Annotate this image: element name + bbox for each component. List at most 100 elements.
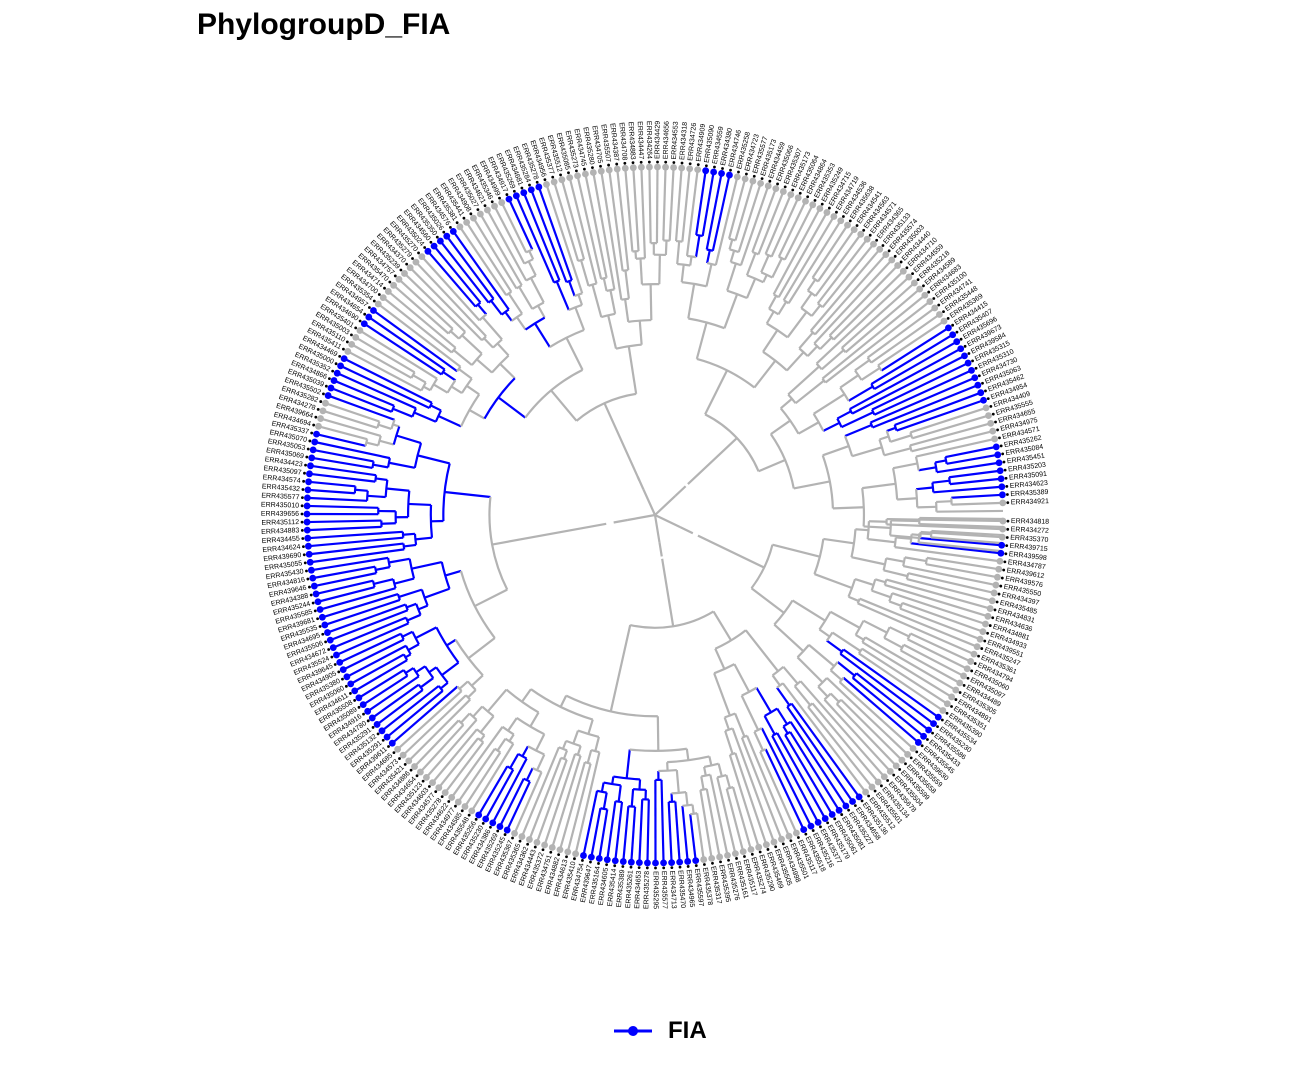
tip-branch — [574, 751, 601, 855]
tip-branch — [764, 748, 805, 831]
tip-point — [355, 694, 363, 702]
tip-marker — [798, 191, 802, 195]
clade-arc — [402, 653, 409, 661]
tip-point — [755, 843, 763, 851]
tip-branch — [849, 347, 962, 411]
tip-point — [772, 185, 780, 193]
root-branch — [679, 526, 694, 535]
tip-branch — [857, 602, 975, 656]
tip-branch — [873, 340, 958, 391]
tip-branch — [777, 200, 807, 258]
internal-branch — [404, 667, 414, 674]
clade-arc — [549, 328, 585, 349]
tip-branch — [640, 167, 647, 259]
tip-marker — [337, 670, 341, 674]
tip-marker — [306, 447, 310, 451]
tip-marker — [991, 412, 995, 416]
clade-arc — [515, 284, 523, 290]
internal-branch — [661, 558, 675, 627]
tip-point — [998, 533, 1006, 541]
tip-point — [489, 819, 497, 827]
clade-arc — [523, 777, 531, 783]
tip-branch — [316, 433, 366, 447]
tip-point — [511, 829, 518, 837]
tip-point — [807, 822, 815, 830]
clade-arc — [861, 487, 866, 527]
tip-branch — [709, 774, 729, 856]
tip-branch — [685, 169, 699, 257]
tip-marker — [354, 326, 358, 330]
internal-branch — [461, 334, 483, 355]
tip-branch — [342, 638, 405, 671]
tip-point — [986, 605, 994, 612]
tip-branch — [314, 572, 377, 588]
tip-marker — [680, 161, 684, 165]
tip-marker — [304, 463, 307, 467]
tip-point — [764, 182, 772, 190]
tip-marker — [331, 369, 335, 373]
tip-branch — [886, 523, 1003, 531]
tip-marker — [311, 601, 315, 605]
tip-marker — [758, 850, 762, 854]
tip-point — [926, 298, 934, 305]
internal-branch — [437, 415, 462, 428]
tip-marker — [942, 310, 945, 314]
tip-marker — [875, 238, 879, 242]
internal-branch — [507, 292, 524, 315]
tip-point — [700, 856, 708, 863]
clade-arc — [944, 456, 948, 464]
tip-branch — [873, 369, 972, 416]
tip-marker — [745, 172, 748, 176]
tip-marker — [415, 774, 419, 778]
tip-branch — [838, 681, 914, 750]
tip-branch — [871, 362, 969, 411]
clade-arc — [628, 318, 652, 323]
clade-arc — [813, 538, 825, 575]
tip-branch — [560, 179, 586, 260]
tip-point — [306, 470, 313, 478]
internal-branch — [917, 505, 937, 509]
clade-arc — [492, 338, 503, 349]
tip-point — [882, 251, 890, 258]
tip-branch — [809, 248, 881, 332]
tip-marker — [899, 260, 903, 264]
tip-branch — [433, 245, 482, 304]
internal-branch — [600, 782, 605, 792]
tip-marker — [362, 712, 365, 716]
clade-arc — [861, 636, 867, 643]
tip-marker — [950, 705, 953, 708]
tip-branch — [835, 703, 897, 767]
tip-branch — [368, 316, 446, 371]
tip-branch — [861, 647, 948, 705]
tip-point — [412, 258, 420, 266]
legend-key-icon — [614, 1026, 652, 1036]
tip-branch — [728, 754, 760, 848]
tip-point — [368, 714, 376, 722]
clade-arc — [892, 467, 899, 500]
tip-point — [430, 242, 438, 250]
clade-arc — [474, 301, 482, 308]
tip-branch — [431, 728, 478, 784]
tip-branch — [855, 672, 930, 731]
tip-branch — [807, 706, 873, 788]
tip-point — [324, 629, 331, 636]
internal-branch — [817, 685, 829, 698]
tip-branch — [592, 172, 616, 290]
tip-branch — [351, 343, 412, 379]
tip-marker — [853, 804, 857, 808]
tip-point — [849, 798, 856, 805]
tip-branch — [553, 181, 580, 262]
tip-marker — [958, 691, 962, 694]
internal-branch — [832, 506, 864, 510]
tip-branch — [322, 409, 378, 429]
tip-marker — [656, 160, 659, 164]
tip-branch — [777, 211, 828, 298]
tip-marker — [319, 400, 323, 403]
internal-branch — [844, 423, 873, 438]
tip-point — [303, 502, 311, 510]
tip-branch — [839, 652, 935, 725]
tip-marker — [312, 423, 316, 427]
clade-arc — [870, 578, 877, 592]
tip-marker — [551, 175, 555, 179]
tip-marker — [629, 865, 633, 869]
